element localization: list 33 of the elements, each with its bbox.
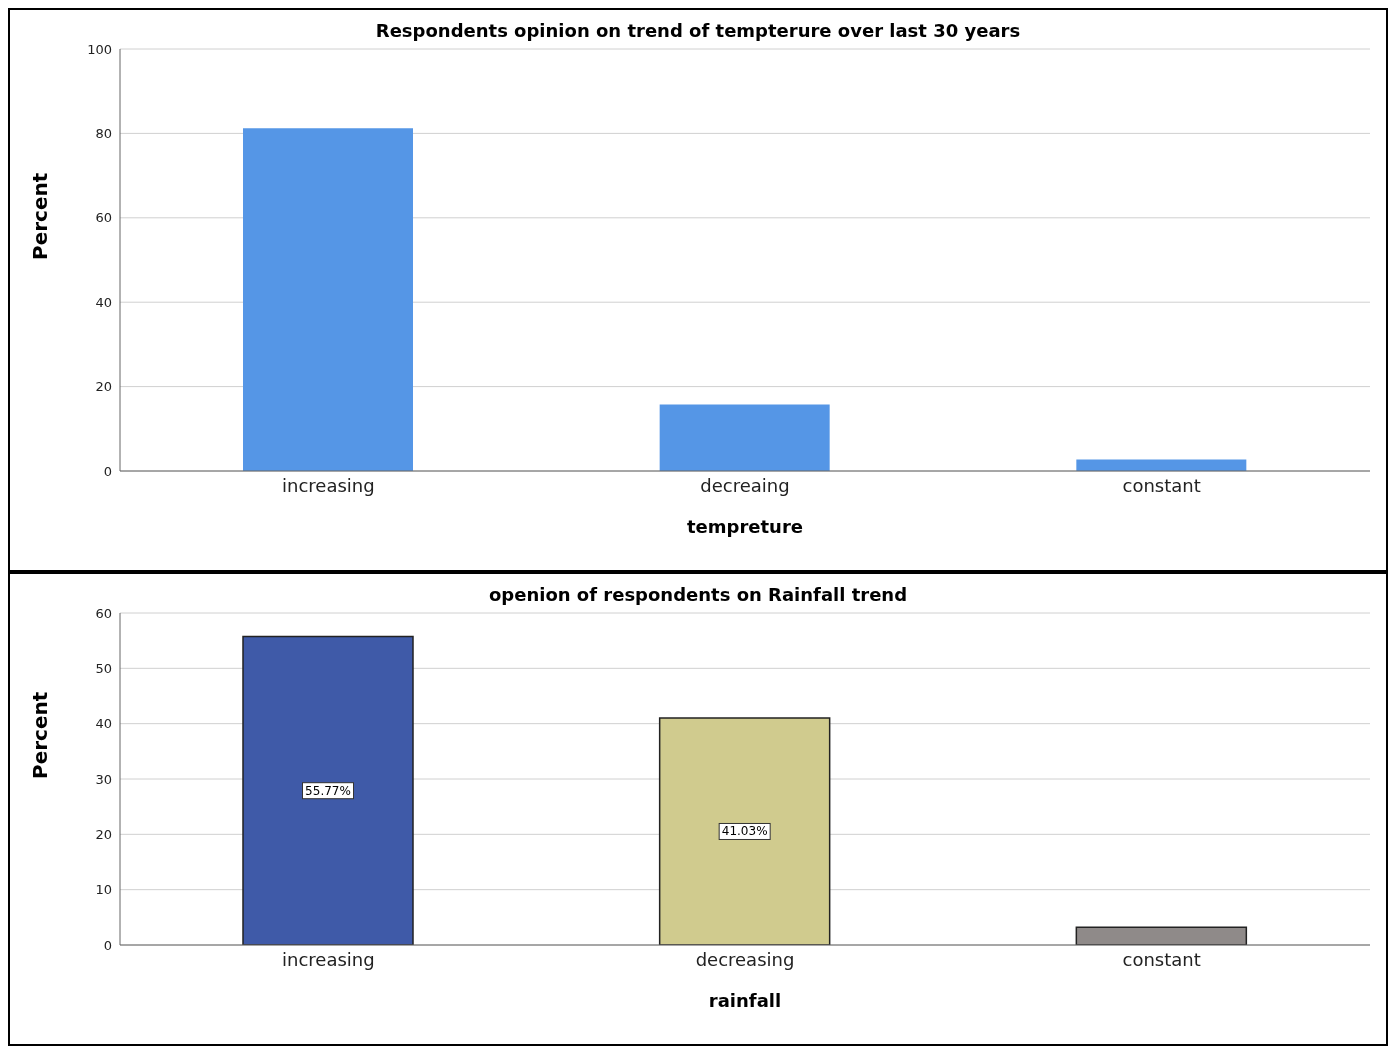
- x-tick-label: decreaing: [700, 474, 790, 496]
- x-tick-label: increasing: [282, 474, 375, 496]
- y-tick-label: 60: [95, 605, 112, 621]
- x-tick-label: constant: [1122, 474, 1201, 496]
- bar: [242, 635, 414, 945]
- y-axis-title: Percent: [28, 691, 53, 779]
- y-tick-label: 10: [95, 882, 112, 898]
- y-tick-label: 50: [95, 660, 112, 676]
- chart-title: Respondents opinion on trend of tempterure over last 30 years: [374, 20, 1022, 41]
- x-axis-title: rainfall: [708, 990, 782, 1011]
- bar: [243, 128, 413, 471]
- bar: [659, 404, 830, 471]
- y-tick-label: 40: [95, 716, 112, 732]
- y-tick-label: 0: [103, 937, 112, 953]
- x-tick-label: constant: [1122, 948, 1201, 970]
- y-tick-label: 20: [95, 826, 112, 842]
- x-axis-title: tempreture: [686, 516, 804, 537]
- data-label: 55.77%: [305, 783, 351, 798]
- chart-title: openion of respondents on Rainfall trend: [487, 584, 909, 605]
- y-tick-label: 30: [95, 771, 112, 787]
- bar: [1076, 459, 1247, 471]
- x-tick-label: decreasing: [695, 948, 795, 970]
- y-tick-label: 60: [95, 210, 112, 226]
- x-tick-label: increasing: [282, 948, 375, 970]
- y-tick-label: 20: [95, 379, 112, 395]
- y-tick-label: 80: [95, 126, 112, 142]
- y-axis-title: Percent: [28, 172, 53, 260]
- y-tick-label: 0: [103, 463, 112, 479]
- bar: [658, 717, 831, 945]
- y-tick-label: 40: [95, 294, 112, 310]
- data-label: 41.03%: [721, 824, 768, 839]
- y-tick-label: 100: [87, 41, 112, 57]
- bar: [1075, 926, 1248, 945]
